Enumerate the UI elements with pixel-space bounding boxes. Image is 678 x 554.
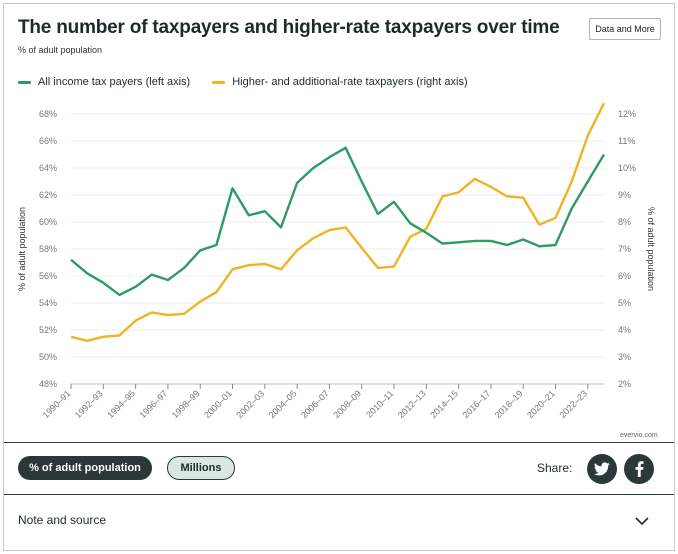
- divider-top: [4, 442, 674, 443]
- toggle-millions[interactable]: Millions: [167, 456, 235, 480]
- y-tick-left: 56%: [39, 271, 57, 281]
- y-tick-left: 64%: [39, 163, 57, 173]
- y-tick-left: 58%: [39, 244, 57, 254]
- x-tick-label: 2010–11: [364, 388, 395, 419]
- series-line-all-taxpayers: [70, 146, 606, 297]
- y-tick-left: 60%: [39, 217, 57, 227]
- y-tick-left: 50%: [39, 352, 57, 362]
- y-tick-right: 6%: [618, 271, 631, 281]
- x-tick-label: 2006–07: [299, 388, 331, 420]
- facebook-share-button[interactable]: [624, 454, 654, 484]
- y-tick-right: 9%: [618, 190, 631, 200]
- y-tick-left: 52%: [39, 325, 57, 335]
- line-chart: 48% 50% 52% 54% 56% 58% 60% 62% 64% 66% 68% 2% 3% 4% 5…: [17, 102, 656, 420]
- toggle-percent-population[interactable]: % of adult population: [18, 456, 152, 480]
- y-tick-right: 3%: [618, 352, 631, 362]
- attribution: evervio.com: [620, 432, 658, 439]
- y-tick-right: 7%: [618, 244, 631, 254]
- chart-legend: All income tax payers (left axis) Higher…: [18, 76, 490, 88]
- legend-label-higher-rate: Higher- and additional-rate taxpayers (r…: [232, 76, 468, 88]
- y-tick-right: 11%: [618, 136, 635, 146]
- x-tick-label: 1998–99: [170, 388, 202, 420]
- note-and-source-toggle[interactable]: Note and source: [18, 513, 107, 527]
- facebook-icon: [635, 461, 643, 477]
- x-tick-label: 2000–01: [202, 388, 234, 420]
- twitter-icon: [594, 462, 610, 476]
- x-tick-label: 2018–19: [493, 388, 525, 420]
- x-tick-label: 2012–13: [396, 388, 428, 420]
- x-tick-label: 2016–17: [461, 388, 493, 420]
- x-tick-label: 2014–15: [428, 388, 460, 420]
- legend-item-all-taxpayers[interactable]: All income tax payers (left axis): [18, 76, 190, 88]
- legend-swatch-yellow: [212, 80, 226, 84]
- y-tick-left: 48%: [39, 379, 57, 389]
- y-tick-left: 62%: [39, 190, 57, 200]
- share-label: Share:: [537, 461, 573, 475]
- legend-label-all-taxpayers: All income tax payers (left axis): [38, 76, 191, 88]
- x-tick-label: 1994–95: [105, 388, 137, 420]
- x-tick-label: 2004–05: [267, 388, 299, 420]
- divider-bottom: [4, 494, 674, 495]
- x-tick-label: 1992–93: [73, 388, 105, 420]
- legend-swatch-green: [18, 80, 31, 84]
- chevron-down-icon[interactable]: [634, 516, 650, 526]
- y-tick-left: 68%: [39, 109, 57, 119]
- y-tick-right: 8%: [618, 217, 631, 227]
- y-tick-left: 66%: [39, 136, 57, 146]
- y-tick-right: 5%: [618, 298, 631, 308]
- x-tick-label: 1996–97: [137, 388, 169, 420]
- y-axis-title-right: % of adult population: [646, 207, 656, 291]
- legend-item-higher-rate[interactable]: Higher- and additional-rate taxpayers (r…: [212, 76, 468, 88]
- y-tick-right: 12%: [618, 109, 636, 119]
- data-and-more-button[interactable]: Data and More: [589, 18, 661, 40]
- y-axis-title-left: % of adult population: [17, 207, 27, 291]
- chart-subtitle: % of adult population: [18, 45, 103, 55]
- x-tick-label: 2022–23: [557, 388, 589, 420]
- chart-title: The number of taxpayers and higher-rate …: [18, 17, 560, 38]
- x-tick-label: 2020–21: [525, 388, 557, 420]
- x-tick-label: 1990–91: [41, 388, 73, 420]
- y-tick-left: 54%: [39, 298, 57, 308]
- x-tick-label: 2008–09: [331, 388, 363, 420]
- y-tick-right: 10%: [618, 163, 636, 173]
- y-tick-right: 2%: [618, 379, 631, 389]
- y-tick-right: 4%: [618, 325, 631, 335]
- twitter-share-button[interactable]: [587, 454, 617, 484]
- x-tick-label: 2002–03: [234, 388, 266, 420]
- series-line-higher-rate: [70, 102, 606, 342]
